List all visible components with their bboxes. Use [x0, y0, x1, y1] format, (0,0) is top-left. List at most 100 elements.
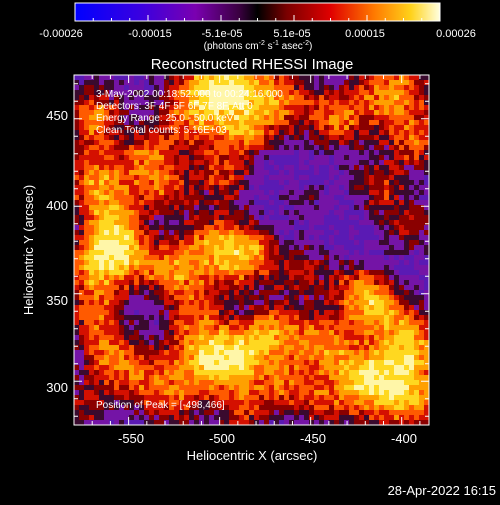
image-pixel: [349, 295, 355, 301]
image-pixel: [294, 140, 300, 146]
image-pixel: [254, 350, 260, 356]
image-pixel: [299, 230, 305, 236]
image-pixel: [404, 365, 410, 371]
image-pixel: [289, 405, 295, 411]
image-pixel: [404, 410, 410, 416]
image-pixel: [179, 330, 185, 336]
image-pixel: [94, 190, 100, 196]
image-pixel: [309, 410, 315, 416]
image-pixel: [269, 140, 275, 146]
image-pixel: [419, 150, 425, 156]
image-pixel: [314, 210, 320, 216]
image-pixel: [359, 400, 365, 406]
image-pixel: [114, 275, 120, 281]
image-pixel: [334, 110, 340, 116]
image-pixel: [259, 235, 265, 241]
image-pixel: [89, 370, 95, 376]
image-pixel: [159, 175, 165, 181]
image-pixel: [194, 360, 200, 366]
image-pixel: [199, 220, 205, 226]
image-pixel: [229, 130, 235, 136]
image-pixel: [284, 90, 290, 96]
image-pixel: [209, 350, 215, 356]
image-pixel: [264, 110, 270, 116]
image-pixel: [274, 415, 280, 421]
image-pixel: [104, 280, 110, 286]
image-pixel: [334, 360, 340, 366]
image-pixel: [394, 175, 400, 181]
image-pixel: [334, 315, 340, 321]
image-pixel: [419, 350, 425, 356]
image-pixel: [204, 285, 210, 291]
image-pixel: [234, 305, 240, 311]
image-pixel: [384, 225, 390, 231]
image-pixel: [84, 375, 90, 381]
image-pixel: [249, 240, 255, 246]
image-pixel: [119, 190, 125, 196]
image-pixel: [354, 145, 360, 151]
image-pixel: [354, 395, 360, 401]
image-pixel: [154, 180, 160, 186]
image-pixel: [99, 190, 105, 196]
image-pixel: [269, 175, 275, 181]
image-pixel: [174, 215, 180, 221]
image-pixel: [279, 105, 285, 111]
image-pixel: [259, 215, 265, 221]
image-pixel: [394, 275, 400, 281]
image-pixel: [224, 290, 230, 296]
image-pixel: [254, 195, 260, 201]
image-pixel: [394, 160, 400, 166]
image-pixel: [74, 95, 80, 101]
image-pixel: [114, 280, 120, 286]
image-pixel: [304, 270, 310, 276]
image-pixel: [184, 335, 190, 341]
image-pixel: [134, 230, 140, 236]
image-pixel: [194, 260, 200, 266]
image-pixel: [174, 315, 180, 321]
image-pixel: [189, 175, 195, 181]
image-pixel: [259, 200, 265, 206]
image-pixel: [104, 165, 110, 171]
image-pixel: [84, 325, 90, 331]
image-pixel: [309, 380, 315, 386]
image-pixel: [374, 135, 380, 141]
image-pixel: [404, 225, 410, 231]
image-pixel: [324, 375, 330, 381]
image-pixel: [324, 270, 330, 276]
image-pixel: [399, 190, 405, 196]
image-pixel: [324, 280, 330, 286]
image-pixel: [334, 125, 340, 131]
image-pixel: [144, 265, 150, 271]
image-pixel: [114, 255, 120, 261]
image-pixel: [94, 145, 100, 151]
image-pixel: [374, 375, 380, 381]
image-pixel: [229, 325, 235, 331]
image-pixel: [374, 415, 380, 421]
image-pixel: [234, 300, 240, 306]
image-pixel: [384, 365, 390, 371]
image-pixel: [269, 360, 275, 366]
image-pixel: [274, 180, 280, 186]
image-pixel: [179, 310, 185, 316]
image-pixel: [84, 270, 90, 276]
image-pixel: [179, 300, 185, 306]
image-pixel: [289, 320, 295, 326]
image-pixel: [414, 335, 420, 341]
image-pixel: [409, 160, 415, 166]
image-pixel: [344, 90, 350, 96]
image-pixel: [404, 145, 410, 151]
image-pixel: [109, 350, 115, 356]
image-pixel: [364, 390, 370, 396]
image-pixel: [319, 280, 325, 286]
image-pixel: [339, 110, 345, 116]
image-pixel: [174, 195, 180, 201]
image-pixel: [214, 370, 220, 376]
image-pixel: [164, 170, 170, 176]
image-pixel: [89, 150, 95, 156]
image-pixel: [404, 275, 410, 281]
image-pixel: [149, 240, 155, 246]
image-pixel: [229, 275, 235, 281]
image-pixel: [104, 285, 110, 291]
image-pixel: [374, 315, 380, 321]
image-pixel: [149, 365, 155, 371]
